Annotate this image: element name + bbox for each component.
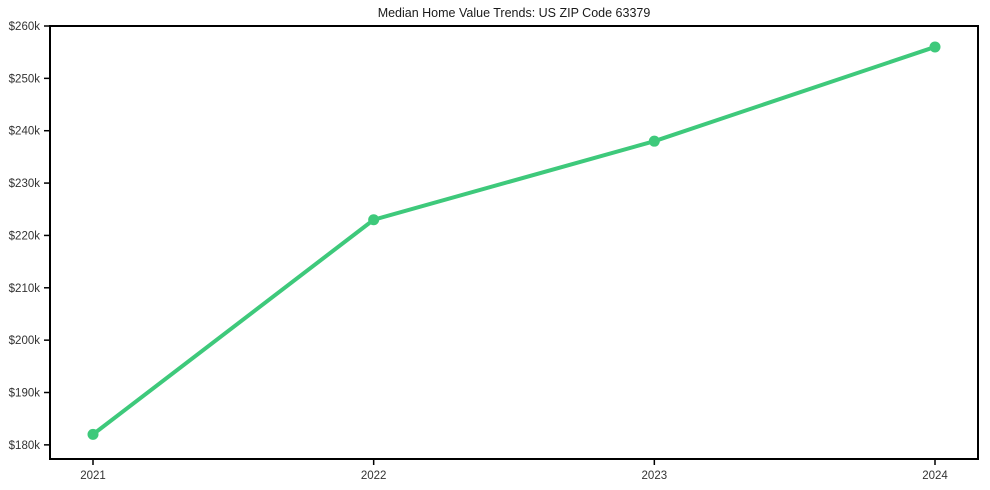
data-point-marker <box>929 41 941 53</box>
plot-border <box>49 25 979 460</box>
data-point-marker <box>87 428 99 440</box>
x-tick-label: 2023 <box>642 470 668 482</box>
data-line <box>91 44 937 437</box>
y-tick-label: $200k <box>9 335 41 347</box>
x-tick-label: 2021 <box>80 470 106 482</box>
y-tick-label: $250k <box>9 73 41 85</box>
x-tick-label: 2022 <box>361 470 387 482</box>
x-tick-label: 2024 <box>922 470 948 482</box>
y-tick-label: $180k <box>9 440 41 452</box>
y-tick-label: $190k <box>9 388 41 400</box>
y-tick-label: $210k <box>9 283 41 295</box>
data-point-marker <box>648 135 660 147</box>
y-tick-label: $220k <box>9 230 41 242</box>
chart-title: Median Home Value Trends: US ZIP Code 63… <box>378 6 651 20</box>
data-point-marker <box>368 214 380 226</box>
y-tick-label: $240k <box>9 126 41 138</box>
y-tick-label: $230k <box>9 178 41 190</box>
y-tick-label: $260k <box>9 21 41 33</box>
